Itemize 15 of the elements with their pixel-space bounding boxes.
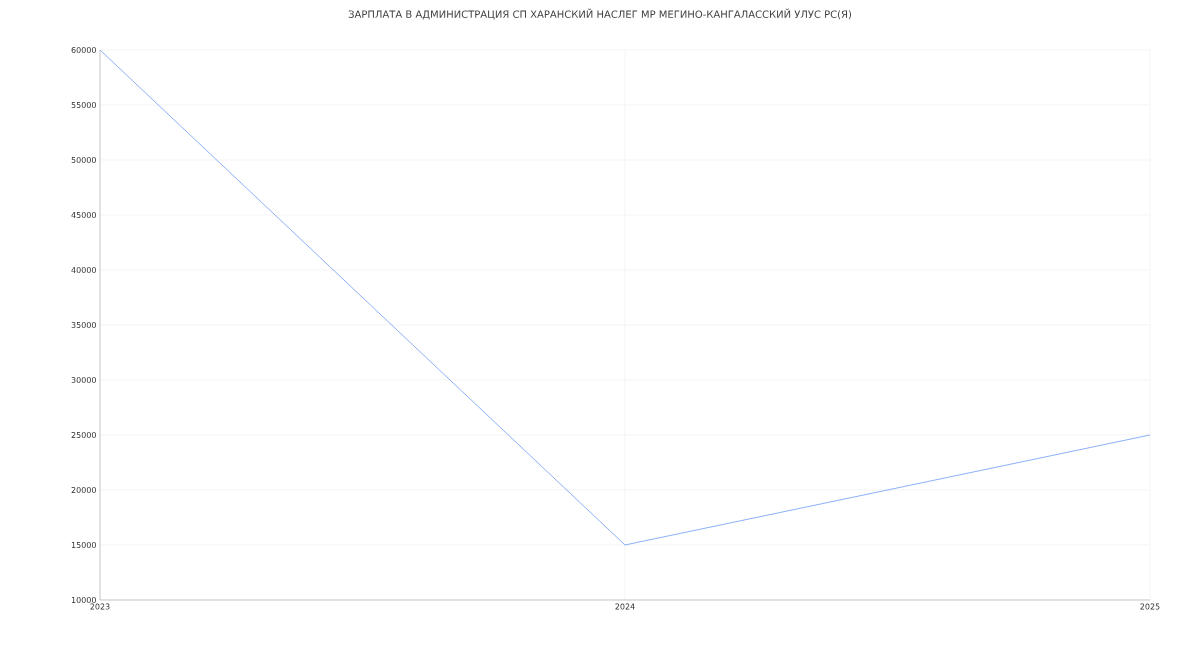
x-tick-label: 2024	[615, 603, 635, 610]
y-tick-label: 50000	[71, 156, 96, 164]
y-tick-label: 10000	[71, 596, 96, 604]
y-tick-label: 20000	[71, 486, 96, 494]
y-tick-label: 55000	[71, 101, 96, 109]
y-tick-label: 60000	[71, 46, 96, 54]
y-tick-label: 30000	[71, 376, 96, 384]
chart-title: ЗАРПЛАТА В АДМИНИСТРАЦИЯ СП ХАРАНСКИЙ НАСЛЕГ МР МЕГИНО-КАНГАЛАССКИЙ УЛУС РС(Я)	[348, 8, 852, 20]
y-tick-label: 45000	[71, 211, 96, 219]
x-tick-label: 2025	[1140, 603, 1160, 610]
y-tick-label: 35000	[71, 321, 96, 329]
y-tick-label: 25000	[71, 431, 96, 439]
y-tick-label: 15000	[71, 541, 96, 549]
x-tick-label: 2023	[90, 603, 110, 610]
y-tick-label: 40000	[71, 266, 96, 274]
